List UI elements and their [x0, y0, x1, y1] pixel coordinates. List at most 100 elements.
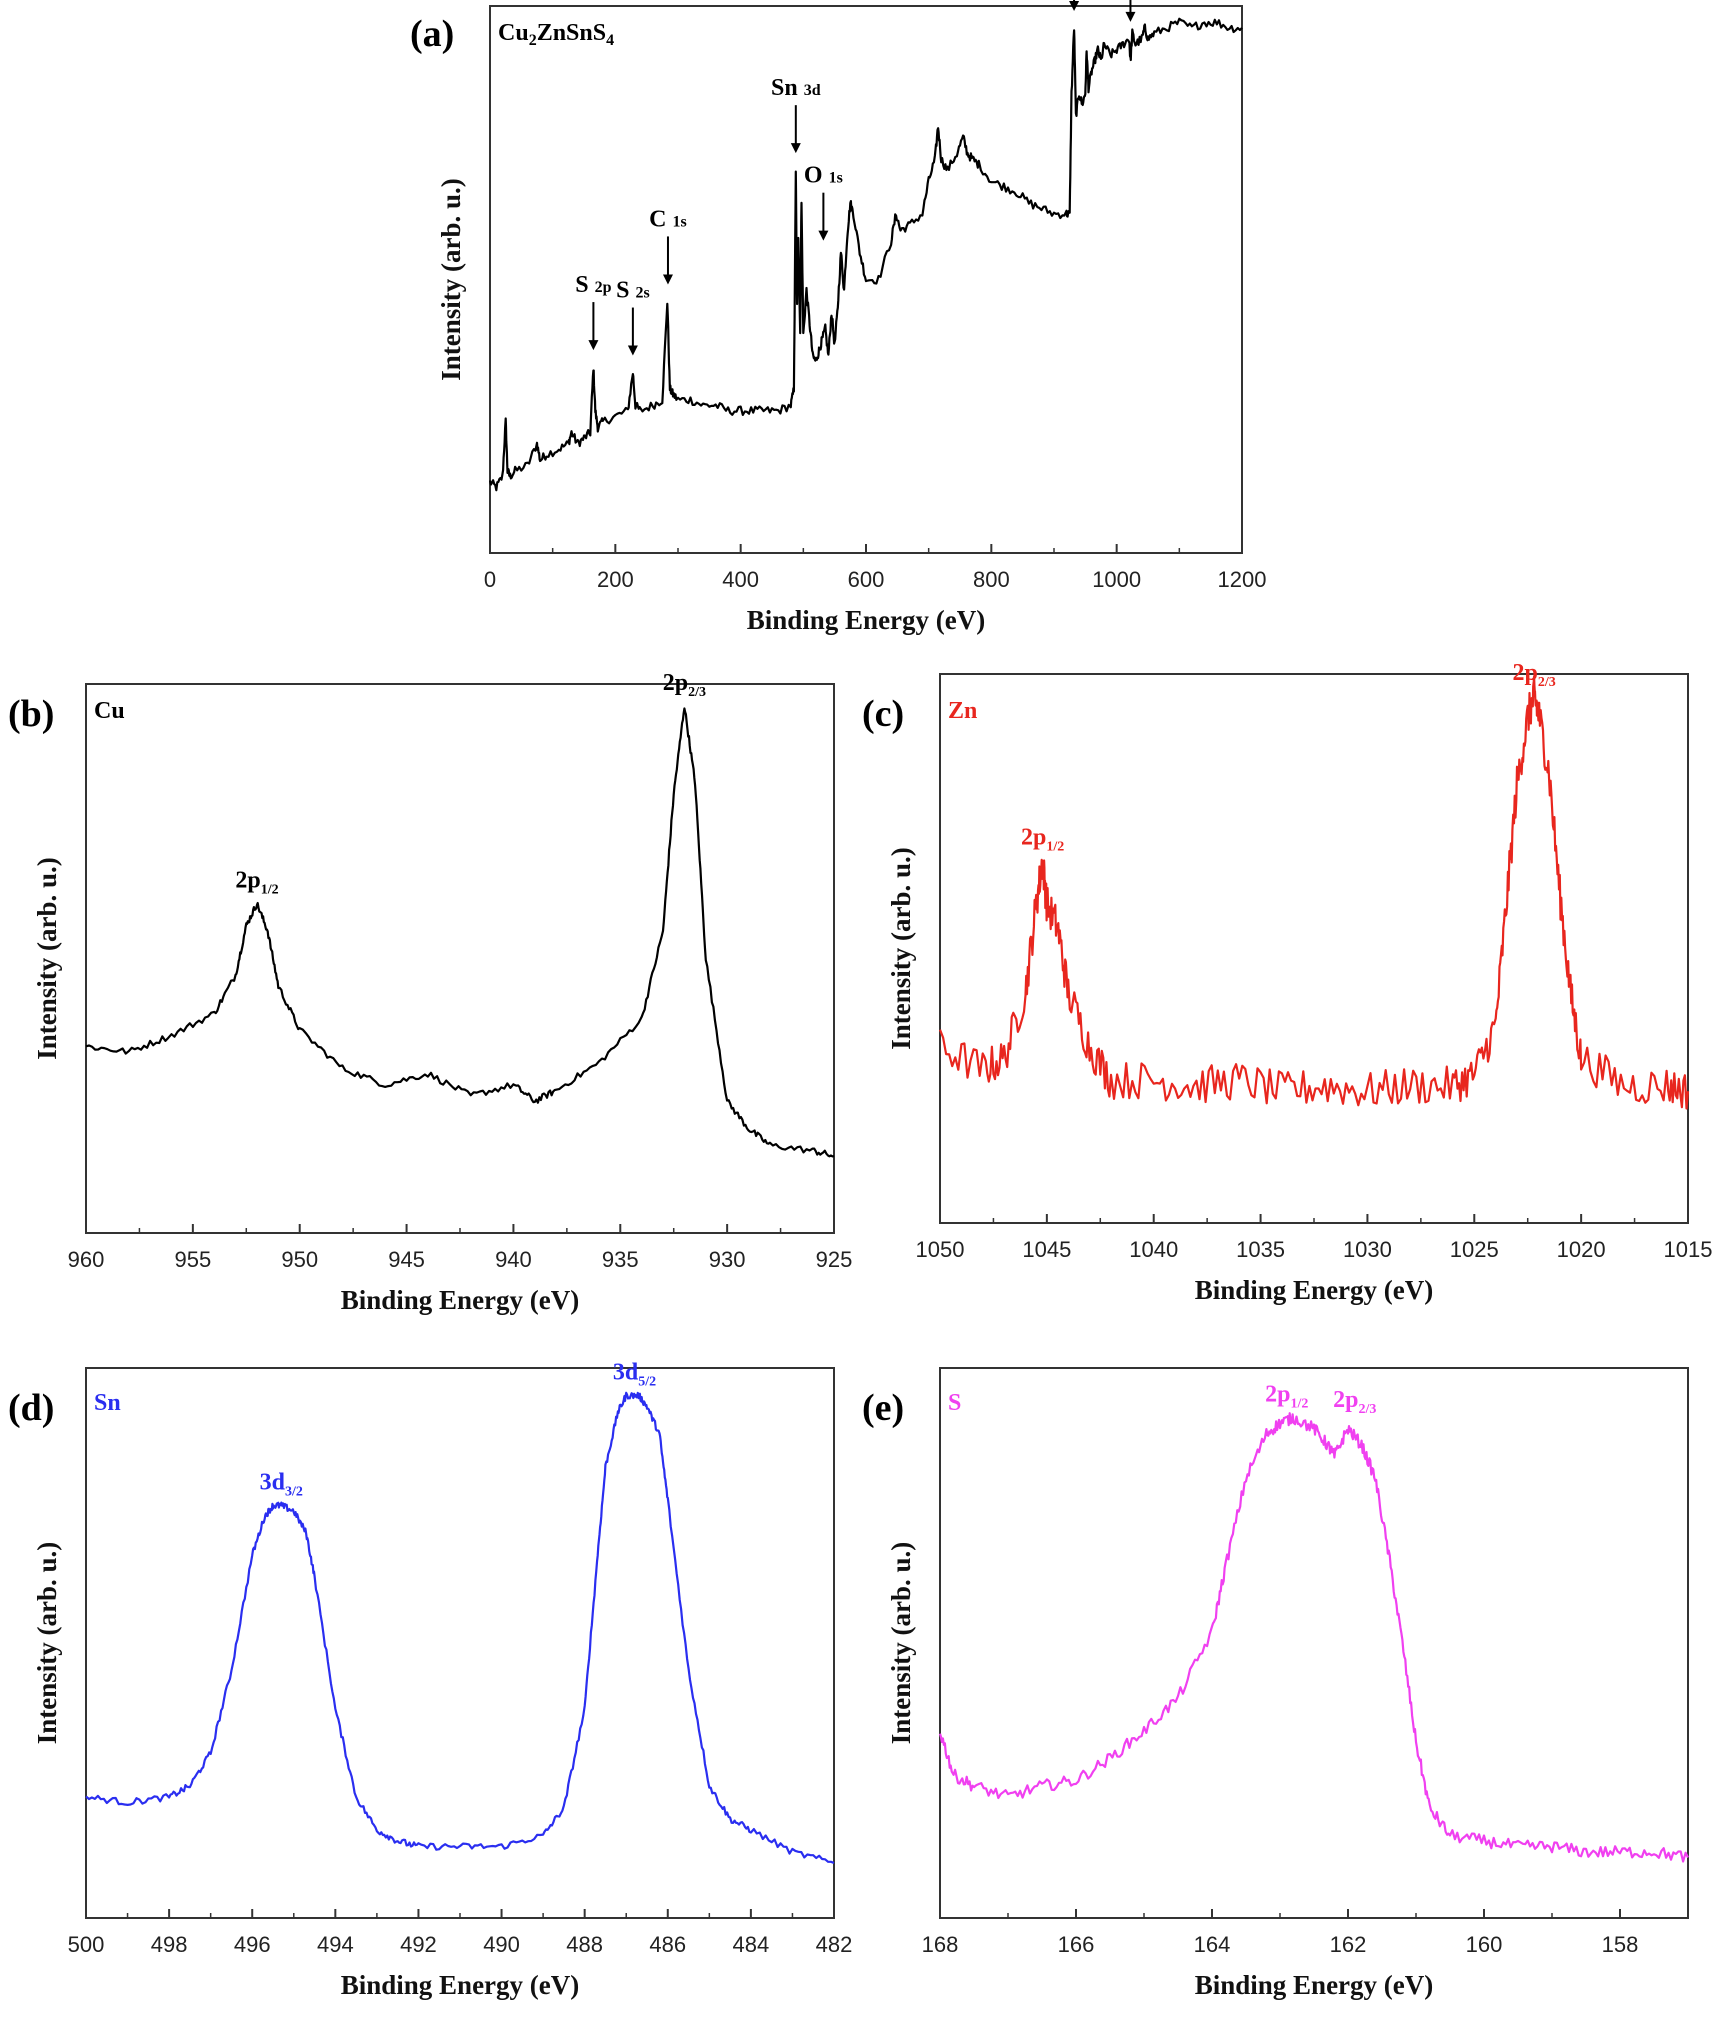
spectrum-line: [488, 17, 1243, 492]
x-tick-label: 486: [649, 1932, 686, 1957]
annotation-arrow-head: [790, 143, 801, 154]
annotation-arrow-head: [818, 230, 829, 241]
peak-annotation: Zn 2p: [1125, 0, 1136, 22]
x-tick-label: 800: [973, 567, 1010, 592]
x-tick-label: 500: [68, 1932, 105, 1957]
x-tick-label: 945: [388, 1247, 425, 1272]
plot-frame: [939, 1367, 1689, 1919]
sample-label: Zn: [948, 698, 977, 724]
peak-annotation: S 2p: [575, 272, 612, 351]
annotation-arrow-head: [662, 274, 673, 285]
peak-label: 2p2/3: [1333, 1387, 1376, 1417]
x-tick-label: 160: [1466, 1932, 1503, 1957]
x-tick-label: 960: [68, 1247, 105, 1272]
panel-letter: (b): [8, 693, 54, 735]
x-tick-label: 1020: [1557, 1237, 1606, 1262]
panel-d: 500 498 496 494 492 490 488 486 484 482 Binding En…: [8, 1360, 852, 2001]
peak-label: 2p1/2: [235, 868, 278, 898]
x-tick-label: 935: [602, 1247, 639, 1272]
panel-letter: (c): [862, 693, 904, 735]
x-tick-label: 1015: [1664, 1237, 1713, 1262]
peak-label: 3d3/2: [260, 1470, 303, 1500]
y-axis-label: Intensity (arb. u.): [886, 847, 916, 1050]
annotation-label: S 2s: [616, 278, 650, 304]
spectrum-line: [85, 707, 835, 1158]
annotation-label: Sn 3d: [771, 75, 821, 101]
x-tick-label: 1030: [1343, 1237, 1392, 1262]
spectrum-line: [938, 1412, 1689, 1863]
x-tick-label: 1040: [1129, 1237, 1178, 1262]
x-tick-label: 600: [848, 567, 885, 592]
x-tick-label: 164: [1194, 1932, 1231, 1957]
x-tick-label: 498: [151, 1932, 188, 1957]
annotation-arrow-head: [1069, 0, 1080, 11]
peak-label: 2p1/2: [1265, 1382, 1308, 1412]
x-tick-label: 482: [816, 1932, 853, 1957]
x-tick-label: 168: [922, 1932, 959, 1957]
x-tick-label: 158: [1602, 1932, 1639, 1957]
x-tick-label: 1050: [916, 1237, 965, 1262]
x-tick-label: 1045: [1022, 1237, 1071, 1262]
x-tick-label: 1200: [1218, 567, 1267, 592]
annotation-label: C 1s: [649, 206, 687, 232]
peak-label: 2p2/3: [1513, 660, 1556, 690]
panel-letter: (e): [862, 1387, 904, 1429]
y-axis-label: Intensity (arb. u.): [32, 1542, 62, 1745]
spectrum-line: [85, 1391, 835, 1865]
x-tick-label: 925: [816, 1247, 853, 1272]
sample-label: Sn: [94, 1390, 121, 1416]
y-axis-label: Intensity (arb. u.): [886, 1542, 916, 1745]
x-tick-label: 1000: [1092, 567, 1141, 592]
x-tick-label: 494: [317, 1932, 354, 1957]
x-axis-label: Binding Energy (eV): [1195, 1970, 1434, 2000]
sample-label: S: [948, 1390, 961, 1416]
peak-annotation: O 1s: [804, 163, 843, 241]
x-tick-label: 490: [483, 1932, 520, 1957]
spectrum-line: [938, 675, 1690, 1110]
x-axis-label: Binding Energy (eV): [1195, 1275, 1434, 1305]
peak-label: 2p2/3: [663, 670, 706, 700]
annotation-label: O 1s: [804, 163, 843, 189]
x-tick-label: 950: [281, 1247, 318, 1272]
x-tick-label: 400: [722, 567, 759, 592]
peak-label: 2p1/2: [1021, 825, 1064, 855]
peak-annotation: Cu 1s: [1069, 0, 1080, 11]
plot-frame: [939, 673, 1689, 1224]
panel-letter: (d): [8, 1387, 54, 1429]
y-axis-label: Intensity (arb. u.): [436, 178, 466, 381]
annotation-label: S 2p: [575, 272, 611, 298]
x-axis-label: Binding Energy (eV): [747, 605, 986, 635]
x-tick-label: 200: [597, 567, 634, 592]
x-axis-label: Binding Energy (eV): [341, 1970, 580, 2000]
x-tick-label: 955: [174, 1247, 211, 1272]
x-tick-label: 1025: [1450, 1237, 1499, 1262]
x-tick-label: 492: [400, 1932, 437, 1957]
panel-a: 0 200 400 600 800 1000 1200 Binding Energy (eV)…: [410, 0, 1266, 635]
peak-annotation: S 2s: [616, 278, 650, 356]
x-axis-label: Binding Energy (eV): [341, 1285, 580, 1315]
y-axis-label: Intensity (arb. u.): [32, 857, 62, 1060]
annotation-arrow-head: [588, 340, 599, 351]
annotation-arrow-head: [627, 345, 638, 356]
x-tick-label: 0: [484, 567, 496, 592]
x-tick-label: 484: [733, 1932, 770, 1957]
x-tick-label: 940: [495, 1247, 532, 1272]
panel-e: 168 166 164 162 160 158 Binding Energy (eV) Int…: [862, 1367, 1689, 2000]
plot-frame: [85, 683, 835, 1234]
panel-c: 1050 1045 1040 1035 1030 1025 1020 1015 Binding …: [862, 660, 1712, 1305]
peak-annotation: Sn 3d: [771, 75, 821, 154]
sample-label: Cu: [94, 698, 125, 724]
panel-letter: (a): [410, 13, 454, 55]
panel-b: 960 955 950 945 940 935 930 925 Binding Energy (…: [8, 670, 852, 1315]
x-tick-label: 162: [1330, 1932, 1367, 1957]
x-tick-label: 930: [709, 1247, 746, 1272]
annotation-arrow-head: [1125, 11, 1136, 22]
sample-label: Cu2ZnSnS4: [498, 20, 614, 49]
x-tick-label: 488: [566, 1932, 603, 1957]
x-tick-label: 1035: [1236, 1237, 1285, 1262]
peak-annotation: C 1s: [649, 206, 687, 285]
x-tick-label: 496: [234, 1932, 271, 1957]
x-tick-label: 166: [1058, 1932, 1095, 1957]
peak-label: 3d5/2: [613, 1360, 656, 1390]
